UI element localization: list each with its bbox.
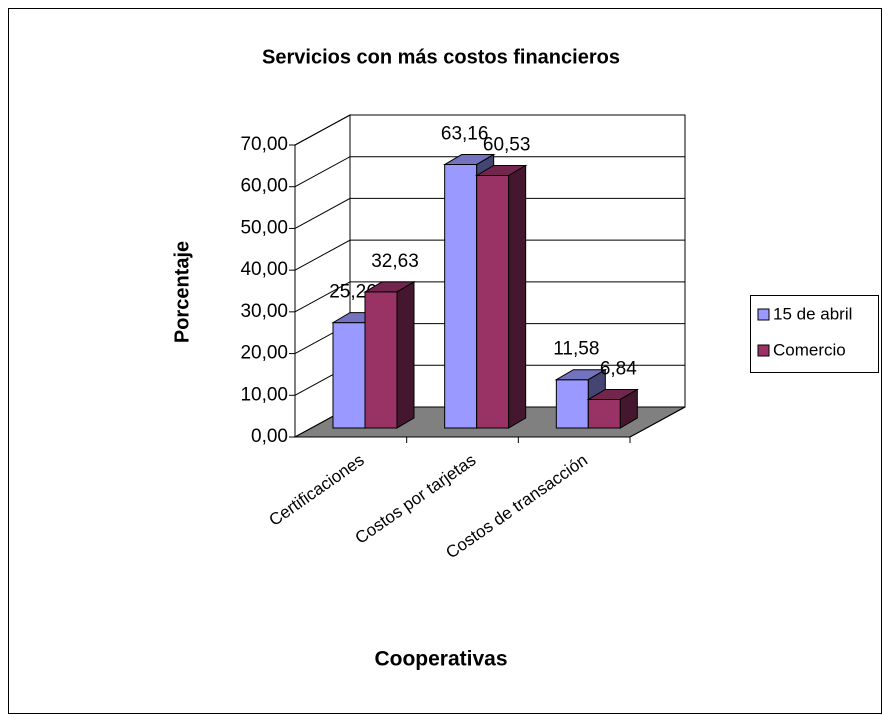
grid-line <box>294 239 685 271</box>
y-tick-label: 40,00 <box>240 259 288 280</box>
chart-title: Servicios con más costos financieros <box>262 46 620 68</box>
bar-front <box>476 175 510 429</box>
bar-front <box>364 291 398 429</box>
y-tick-label: 20,00 <box>240 343 288 364</box>
bar <box>363 281 416 429</box>
y-tick-label: 50,00 <box>240 217 288 238</box>
legend-label: 15 de abril <box>773 304 852 323</box>
y-tick-label: 60,00 <box>240 176 288 197</box>
y-axis-label: Porcentaje <box>171 241 193 343</box>
data-label: 32,63 <box>371 251 419 272</box>
bar <box>474 164 528 429</box>
bar-side <box>619 388 638 429</box>
data-label: 6,84 <box>600 358 637 379</box>
data-label: 63,16 <box>441 124 489 145</box>
grid-line <box>294 281 685 313</box>
y-tick-label: 10,00 <box>240 384 288 405</box>
grid-line <box>294 114 685 146</box>
legend-swatch <box>757 344 770 357</box>
y-tick-label: 70,00 <box>240 134 288 155</box>
legend-swatch <box>757 308 770 321</box>
data-label: 11,58 <box>553 339 599 360</box>
legend-label: Comercio <box>773 340 846 359</box>
x-axis-label: Cooperativas <box>374 648 507 671</box>
grid-line <box>294 197 685 229</box>
y-tick-label: 0,00 <box>251 426 288 447</box>
bar-front <box>587 398 621 429</box>
bar-front <box>332 322 366 429</box>
legend-box <box>750 295 879 373</box>
floor-edge <box>295 406 686 438</box>
bar-side <box>396 281 415 429</box>
bar-front <box>555 379 589 429</box>
bar-front <box>444 164 478 429</box>
y-tick-label: 30,00 <box>240 301 288 322</box>
data-label: 60,53 <box>483 135 531 156</box>
grid-line <box>294 156 685 188</box>
bar <box>586 388 640 429</box>
bar-side <box>508 164 527 429</box>
